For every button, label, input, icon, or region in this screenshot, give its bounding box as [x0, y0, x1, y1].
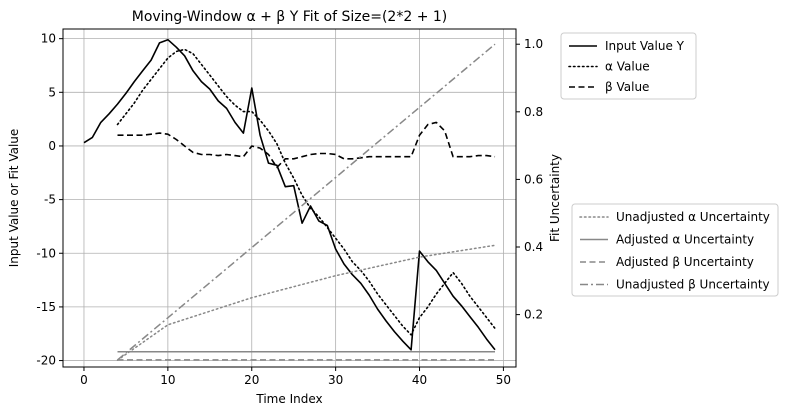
legend-label: Unadjusted α Uncertainty: [616, 210, 770, 224]
y2-tick-label: 0.8: [524, 105, 543, 119]
y2-tick-label: 0.6: [524, 172, 543, 186]
legend-label: Adjusted β Uncertainty: [616, 255, 754, 269]
y2-tick-label: 1.0: [524, 37, 543, 51]
y-tick-label: -10: [36, 246, 56, 260]
y-tick-label: -5: [44, 193, 56, 207]
legend-box: [571, 203, 779, 297]
y-axis-label: Input Value or Fit Value: [7, 129, 21, 268]
y-tick-label: 5: [48, 85, 56, 99]
x-tick-label: 0: [80, 373, 88, 387]
legend-label: Input Value Y: [605, 39, 685, 53]
y2-tick-label: 0.2: [524, 308, 543, 322]
y2-axis-label: Fit Uncertainty: [548, 154, 562, 242]
y-tick-label: -15: [36, 300, 56, 314]
x-tick-label: 50: [496, 373, 511, 387]
legend-box: [560, 32, 697, 100]
x-tick-label: 30: [328, 373, 343, 387]
legend-label: β Value: [605, 80, 649, 94]
legend-label: Unadjusted β Uncertainty: [616, 278, 770, 292]
series-line: [117, 43, 496, 361]
series-line: [116, 244, 496, 361]
series-line: [117, 121, 496, 169]
y-tick-label: 0: [48, 139, 56, 153]
x-tick-label: 20: [244, 373, 259, 387]
plot-frame: [62, 28, 517, 368]
series-line: [83, 38, 496, 351]
legend-label: α Value: [605, 60, 650, 74]
x-tick-label: 40: [412, 373, 427, 387]
y-tick-label: -20: [36, 354, 56, 368]
y2-tick-label: 0.4: [524, 240, 543, 254]
x-axis-label: Time Index: [255, 392, 322, 406]
legend-label: Adjusted α Uncertainty: [616, 233, 754, 247]
chart-title: Moving-Window α + β Y Fit of Size=(2*2 +…: [132, 9, 448, 25]
x-tick-label: 10: [160, 373, 175, 387]
y-tick-label: 10: [41, 32, 56, 46]
